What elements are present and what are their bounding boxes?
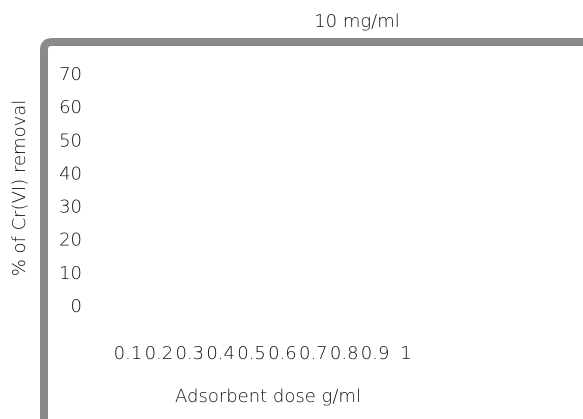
x-tick-label: 1 (400, 343, 411, 364)
x-tick-label: 0.2 (145, 343, 174, 364)
y-tick-label: 10 (59, 263, 82, 284)
x-tick-label: 0.9 (361, 343, 390, 364)
y-tick-label: 70 (59, 64, 82, 85)
y-tick-label: 20 (59, 230, 82, 251)
x-tick-label: 0.3 (175, 343, 204, 364)
y-tick-label: 40 (59, 163, 82, 184)
chart-title: 10 mg/ml (314, 11, 400, 32)
y-tick-label: 50 (59, 130, 82, 151)
y-tick-label: 0 (71, 296, 82, 317)
x-tick-label: 0.6 (268, 343, 297, 364)
x-tick-label: 0.5 (237, 343, 266, 364)
x-axis-label: Adsorbent dose g/ml (175, 386, 361, 407)
y-axis-label: % of Cr(VI) removal (9, 100, 30, 277)
x-tick-label: 0.7 (299, 343, 328, 364)
x-tick-label: 0.4 (206, 343, 235, 364)
x-tick-label: 0.1 (114, 343, 143, 364)
x-tick-label: 0.8 (330, 343, 359, 364)
y-tick-label: 60 (59, 97, 82, 118)
frame (40, 38, 583, 419)
y-tick-label: 30 (59, 197, 82, 218)
